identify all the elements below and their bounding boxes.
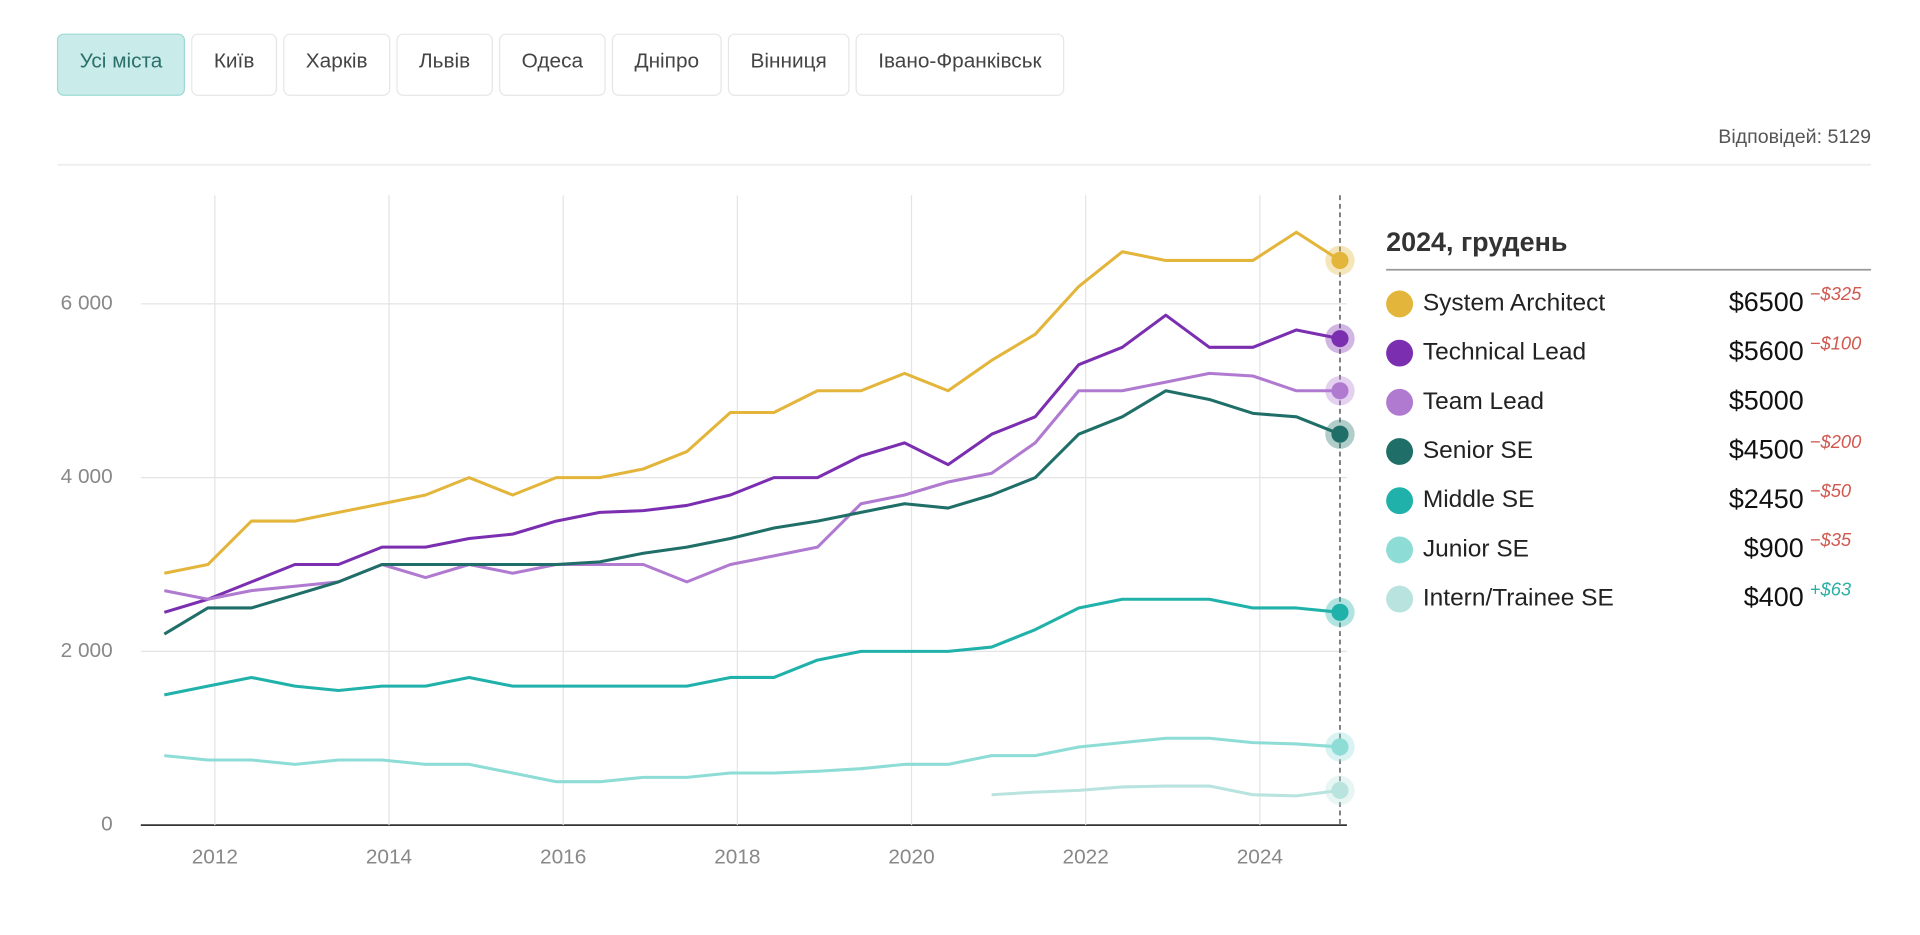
series-line [163,389,1341,636]
x-tick-label: 2014 [366,846,412,869]
legend-change: −$35 [1810,529,1852,550]
legend-name: Team Lead [1423,388,1544,415]
tab-button [283,33,391,96]
x-tick-label: 2016 [540,846,586,869]
point [1331,738,1349,756]
tab-label: Дніпро [634,50,699,73]
city-tab[interactable]: Усі міста [56,33,186,96]
point [1331,603,1349,621]
legend-name: Senior SE [1423,437,1533,464]
x-tick-label: 2024 [1237,846,1283,869]
legend-name: System Architect [1423,289,1605,316]
legend-value: $5600 [1729,336,1804,366]
responses-count: Відповідей: 5129 [1718,126,1871,148]
point [1331,425,1349,443]
legend-value: $900 [1744,533,1804,563]
city-tab[interactable]: Харків [283,33,391,96]
point [1331,251,1349,270]
legend-value: $4500 [1729,435,1804,465]
tab-label: Київ [214,50,255,73]
tab-label: Львів [419,50,470,73]
x-tick-label: 2020 [888,846,934,869]
legend-swatch [1386,339,1414,367]
point [1331,781,1349,799]
tab-button [611,33,722,96]
legend-value: $6500 [1729,287,1804,317]
tab-button [727,33,850,96]
city-tab[interactable]: Дніпро [611,33,722,96]
city-tab[interactable]: Одеса [499,33,606,96]
tab-label: Одеса [522,50,584,73]
y-tick-label: 2 000 [61,639,113,662]
legend-value: $5000 [1729,385,1804,415]
series-line [164,597,1341,697]
y-tick-label: 6 000 [61,291,113,314]
legend-change: −$200 [1810,431,1862,452]
series-line [164,230,1341,575]
legend-change: +$63 [1810,578,1852,599]
city-tab[interactable]: Івано-Франківськ [855,33,1065,96]
legend-value: $400 [1744,582,1804,612]
legend-name: Technical Lead [1423,339,1586,366]
legend-swatch [1386,290,1414,318]
tab-button [191,33,278,96]
legend-name: Intern/Trainee SE [1423,585,1614,612]
series-line [991,784,1341,798]
legend-change: −$100 [1810,332,1862,353]
x-tick-label: 2012 [192,846,238,869]
y-tick-label: 4 000 [61,465,113,488]
legend-swatch [1386,487,1414,515]
tab-label: Усі міста [80,50,163,73]
legend-swatch [1386,388,1414,416]
legend-change: −$50 [1810,480,1852,501]
city-tab[interactable]: Вінниця [727,33,850,96]
point [1331,382,1349,400]
legend-swatch [1386,536,1414,564]
tab-label: Вінниця [751,50,827,73]
y-tick-label: 0 [101,813,113,836]
legend-name: Middle SE [1423,486,1535,513]
tab-button [56,33,186,96]
city-tab[interactable]: Київ [191,33,278,96]
x-tick-label: 2022 [1063,846,1109,869]
legend-change: −$325 [1810,283,1862,304]
point [1331,330,1349,348]
series-line [163,313,1341,614]
city-tab[interactable]: Львів [396,33,493,96]
tab-button [855,33,1065,96]
series-line [164,736,1341,784]
tab-button [499,33,606,96]
x-tick-label: 2018 [714,846,760,869]
tab-label: Івано-Франківськ [878,50,1042,73]
legend-name: Junior SE [1423,535,1529,562]
legend-swatch [1386,438,1414,465]
legend-swatch [1386,585,1414,613]
legend-title: 2024, грудень [1386,227,1567,257]
legend-value: $2450 [1729,484,1804,514]
tab-button [396,33,493,96]
tab-label: Харків [306,50,368,73]
